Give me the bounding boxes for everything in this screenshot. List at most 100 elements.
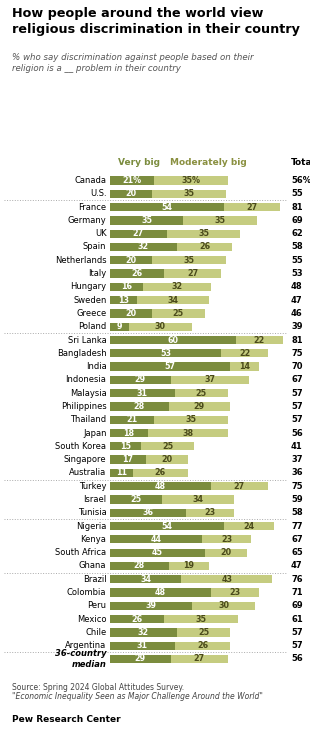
Text: 20: 20 [161,455,172,464]
Text: 35: 35 [215,216,226,225]
Text: 36: 36 [291,469,303,477]
Text: 13: 13 [118,296,129,304]
Text: 57: 57 [291,402,303,411]
Text: 81: 81 [291,336,303,345]
Bar [110,509,186,517]
Text: 35: 35 [141,216,152,225]
Bar [110,229,166,238]
Bar [144,283,211,291]
Text: 29: 29 [194,402,205,411]
Text: 39: 39 [291,322,303,331]
Text: 17: 17 [122,455,133,464]
Text: Japan: Japan [83,429,107,437]
Text: 69: 69 [291,602,303,610]
Bar [110,216,184,225]
Text: 11: 11 [116,469,127,477]
Text: 41: 41 [291,442,303,451]
Text: Malaysia: Malaysia [70,388,107,398]
Text: 29: 29 [135,375,146,385]
Text: Italy: Italy [88,269,107,278]
Text: 57: 57 [291,628,303,637]
Text: Argentina: Argentina [65,641,107,650]
Text: 20: 20 [125,189,136,199]
Bar [110,203,224,211]
Text: 20: 20 [220,548,231,557]
Text: 24: 24 [243,521,255,531]
Text: 35: 35 [183,189,194,199]
Text: 53: 53 [291,269,303,278]
Text: 67: 67 [291,375,303,385]
Text: 28: 28 [134,561,145,570]
Text: Australia: Australia [69,469,107,477]
Text: 32: 32 [138,628,149,637]
Bar [166,229,241,238]
Text: Sweden: Sweden [73,296,107,304]
Text: 70: 70 [291,362,303,371]
Text: 22: 22 [239,349,250,358]
Text: 54: 54 [161,521,172,531]
Bar [110,642,175,650]
Text: 39: 39 [145,602,156,610]
Text: 27: 27 [194,655,205,664]
Bar [202,535,251,543]
Text: 77: 77 [291,521,303,531]
Text: Nigeria: Nigeria [76,521,107,531]
Bar [129,323,192,331]
Bar [110,442,141,450]
Text: Colombia: Colombia [67,588,107,597]
Bar [169,562,209,570]
Bar [154,415,228,424]
Text: 45: 45 [152,548,163,557]
Text: Chile: Chile [85,628,107,637]
Text: 62: 62 [291,229,303,238]
Text: 26: 26 [131,615,143,623]
Text: Turkey: Turkey [79,482,107,491]
Text: 32: 32 [138,242,149,251]
Text: Mexico: Mexico [77,615,107,623]
Text: 55: 55 [291,255,303,265]
Text: 34: 34 [193,495,204,504]
Text: 16: 16 [121,283,132,291]
Text: Moderately big: Moderately big [170,158,247,166]
Text: Spain: Spain [83,242,107,251]
Text: Greece: Greece [76,309,107,318]
Bar [152,310,205,318]
Text: 27: 27 [246,203,258,212]
Text: 14: 14 [239,362,250,371]
Bar [171,655,228,663]
Text: Thailand: Thailand [70,415,107,424]
Text: 56: 56 [291,655,303,664]
Bar [236,336,283,344]
Text: 36-country
median: 36-country median [55,649,107,669]
Bar [148,429,228,437]
Bar [110,296,137,304]
Text: 58: 58 [291,242,303,251]
Text: 35: 35 [183,255,194,265]
Text: 56: 56 [291,429,303,437]
Text: 81: 81 [291,203,303,212]
Text: 37: 37 [291,455,303,464]
Bar [181,575,272,583]
Bar [169,402,230,410]
Text: 53: 53 [160,349,171,358]
Text: Total: Total [291,158,310,166]
Bar [110,190,152,198]
Text: 23: 23 [230,588,241,597]
Text: 32: 32 [171,283,183,291]
Bar [165,615,238,623]
Text: Canada: Canada [74,176,107,185]
Text: 35: 35 [185,415,196,424]
Text: Ghana: Ghana [79,561,107,570]
Bar [110,283,144,291]
Text: South Korea: South Korea [55,442,107,451]
Text: Hungary: Hungary [70,283,107,291]
Bar [192,602,255,610]
Text: 29: 29 [135,655,146,664]
Bar [230,363,259,371]
Bar [110,243,177,251]
Bar [110,602,192,610]
Text: 67: 67 [291,535,303,544]
Text: 38: 38 [182,429,193,437]
Bar [110,588,211,596]
Text: 58: 58 [291,508,303,518]
